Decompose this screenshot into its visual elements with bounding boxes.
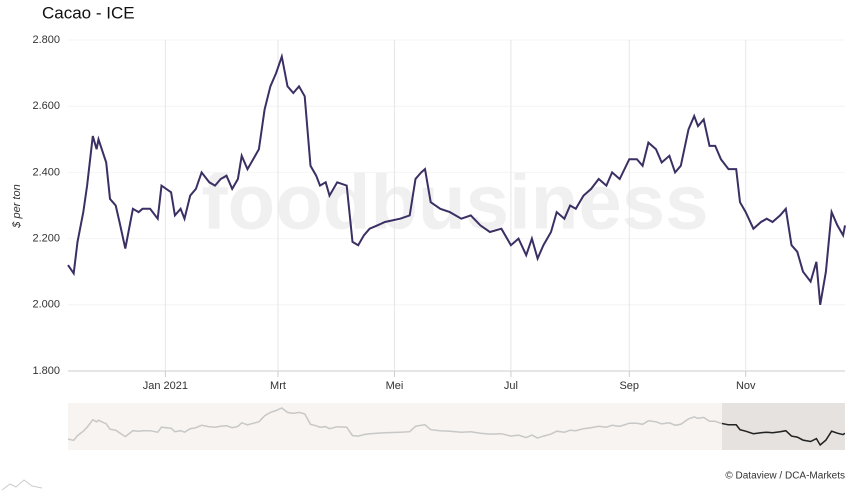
y-tick-label: 2.400: [32, 166, 60, 178]
x-tick-label: Mrt: [270, 380, 286, 392]
credit: © Dataview / DCA-Markets: [725, 471, 845, 482]
y-tick-label: 2.800: [32, 34, 60, 46]
y-tick-label: 1.800: [32, 365, 60, 377]
navigator-line-selected: [722, 422, 845, 447]
y-tick-label: 2.000: [32, 299, 60, 311]
x-tick-label: Jan 2021: [143, 380, 188, 392]
y-axis-label: $ per ton: [11, 184, 23, 228]
navigator-selection[interactable]: [722, 403, 845, 450]
chart-title: Cacao - ICE: [42, 3, 135, 22]
x-tick-label: Nov: [736, 380, 756, 392]
y-tick-label: 2.200: [32, 233, 60, 245]
x-tick-label: Jul: [504, 380, 518, 392]
y-tick-label: 2.600: [32, 100, 60, 112]
logo: [1, 479, 43, 491]
x-tick-label: Sep: [619, 380, 639, 392]
x-tick-label: Mei: [386, 380, 404, 392]
line: [67, 52, 846, 305]
